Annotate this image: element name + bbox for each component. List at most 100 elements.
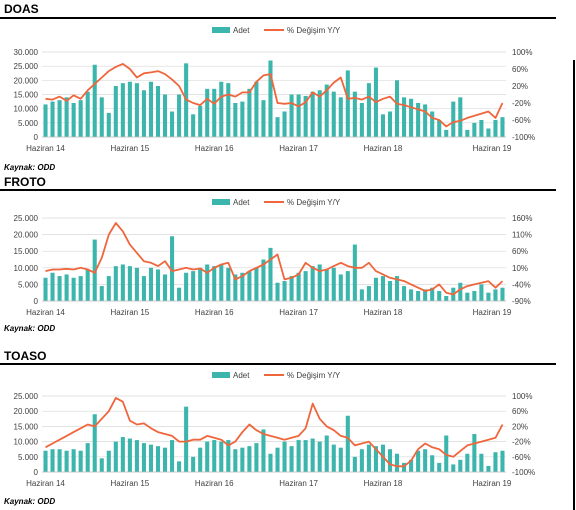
bar (50, 272, 55, 301)
bar (352, 456, 357, 472)
bar (394, 453, 400, 472)
y-right-tick-label: -40% (512, 280, 531, 289)
bar (331, 91, 336, 137)
x-tick-label: Haziran 16 (195, 479, 234, 488)
bar (212, 440, 217, 472)
bar (219, 81, 224, 137)
bar (458, 459, 463, 472)
bar (493, 452, 498, 472)
x-tick-label: Haziran 19 (473, 479, 512, 488)
bar (437, 120, 442, 137)
bar (479, 120, 484, 137)
chart-froto: 0 5.000 10.000 15.000 20.000 25.000 -90% -40% 10… (14, 198, 533, 317)
bar (296, 440, 301, 472)
bar (162, 274, 168, 301)
bar (261, 259, 266, 301)
y-right-tick-label: 60% (512, 65, 528, 74)
bar (78, 276, 83, 301)
y-left-tick-label: 25.000 (14, 392, 39, 401)
x-tick-label: Haziran 19 (473, 144, 512, 153)
bar (282, 441, 287, 472)
bar (275, 282, 280, 301)
series-line-degisim (45, 222, 504, 296)
bar (416, 291, 421, 301)
bar (148, 444, 154, 472)
panel-title: TOASO (4, 349, 47, 363)
bar (275, 117, 280, 137)
bar (113, 266, 118, 301)
bar (451, 101, 456, 137)
bar (479, 284, 484, 301)
bar (247, 88, 252, 137)
bar (226, 267, 231, 301)
bar (338, 97, 343, 137)
legend-swatch-adet (212, 27, 230, 33)
x-tick-label: Haziran 16 (195, 308, 234, 317)
y-left-tick-label: 5.000 (18, 280, 39, 289)
bar (303, 271, 308, 301)
panel-doas: DOAS 0 5.000 10.000 15.000 20.000 25.000 30.00… (0, 0, 576, 178)
y-left-tick-label: 10.000 (14, 264, 39, 273)
bar (366, 444, 371, 472)
bar (120, 264, 125, 301)
y-right-tick-label: -90% (512, 297, 531, 306)
bar (500, 450, 505, 472)
bar (359, 289, 364, 301)
title-rule (0, 189, 556, 191)
bar (226, 440, 231, 472)
x-tick-label: Haziran 14 (26, 479, 65, 488)
bar (57, 276, 62, 301)
bar (268, 247, 273, 301)
y-left-tick-label: 5.000 (18, 453, 39, 462)
y-right-tick-label: -100% (512, 133, 535, 142)
bar (472, 122, 477, 137)
bar (289, 276, 294, 301)
bar (317, 441, 322, 472)
bar (380, 114, 386, 137)
bar (71, 277, 76, 301)
bar (212, 266, 217, 301)
bar (113, 86, 118, 137)
bar (212, 88, 217, 137)
bar (486, 292, 491, 301)
bar (205, 88, 210, 137)
series-line-degisim (45, 396, 504, 468)
bar (387, 111, 393, 137)
bar (324, 269, 329, 301)
legend-label-degisim: % Değişim Y/Y (287, 198, 341, 207)
x-tick-label: Haziran 15 (111, 144, 150, 153)
bar (359, 103, 364, 137)
bar (170, 111, 175, 137)
x-tick-label: Haziran 18 (364, 144, 403, 153)
bar (162, 94, 168, 137)
bar (170, 236, 175, 301)
y-right-tick-label: 20% (512, 422, 528, 431)
x-tick-label: Haziran 19 (473, 308, 512, 317)
bar (219, 264, 224, 301)
bar (127, 438, 132, 472)
series-line-degisim (45, 63, 504, 128)
bar (493, 120, 498, 137)
bar (233, 103, 238, 137)
bar (380, 444, 386, 472)
bar (366, 286, 371, 301)
bar (430, 111, 435, 137)
title-rule (0, 363, 556, 365)
bar (50, 101, 55, 137)
y-right-tick-label: 60% (512, 247, 528, 256)
bar (205, 264, 210, 301)
bar (416, 450, 421, 472)
y-right-tick-label: 100% (512, 392, 532, 401)
bar (155, 446, 161, 472)
bar (141, 443, 146, 472)
bar (240, 101, 245, 137)
legend-label-adet: Adet (233, 198, 250, 207)
x-tick-label: Haziran 18 (364, 308, 403, 317)
panel-title: DOAS (4, 2, 39, 16)
bar (324, 84, 329, 137)
y-left-tick-label: 15.000 (14, 247, 39, 256)
bar (198, 267, 203, 301)
source-label: Kaynak: ODD (4, 324, 56, 333)
bar (472, 434, 477, 472)
bar (373, 277, 378, 301)
